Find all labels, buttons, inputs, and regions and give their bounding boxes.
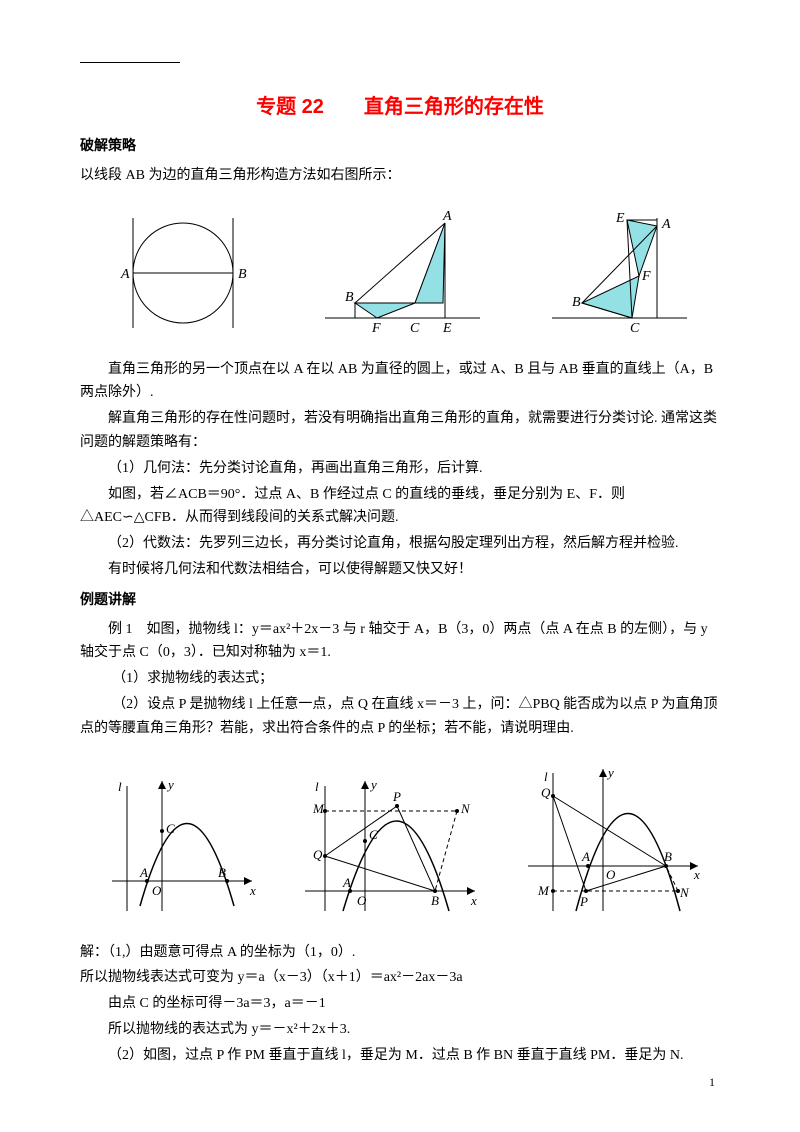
figure-row-1: A B A B F C E [80, 208, 720, 338]
svg-text:A: A [120, 267, 130, 282]
paragraph: 以线段 AB 为边的直角三角形构造方法如右图所示： [80, 164, 720, 188]
svg-text:N: N [679, 885, 690, 900]
svg-text:M: M [312, 801, 325, 816]
svg-text:O: O [152, 883, 162, 898]
svg-text:B: B [431, 893, 439, 908]
svg-text:F: F [641, 269, 651, 284]
paragraph: 所以抛物线表达式可变为 y＝a（x－3）（x＋1）＝ax²－2ax－3a [80, 966, 720, 990]
paragraph: （2）如图，过点 P 作 PM 垂直于直线 l，垂足为 M．过点 B 作 BN … [80, 1044, 720, 1068]
page-number: 1 [709, 1072, 715, 1092]
paragraph: 解直角三角形的存在性问题时，若没有明确指出直角三角形的直角，就需要进行分类讨论.… [80, 407, 720, 455]
svg-text:E: E [442, 321, 452, 336]
svg-text:x: x [249, 883, 256, 898]
svg-text:N: N [460, 801, 471, 816]
parabola-2: l y x O M P N Q C A B [285, 771, 485, 921]
svg-text:P: P [392, 789, 401, 804]
svg-text:C: C [630, 321, 640, 336]
svg-text:x: x [470, 893, 477, 908]
svg-text:A: A [661, 217, 671, 232]
paragraph: 例 1 如图，抛物线 l：y＝ax²＋2x－3 与 r 轴交于 A，B（3，0）… [80, 618, 720, 666]
svg-text:Q: Q [313, 847, 323, 862]
section-example-heading: 例题讲解 [80, 588, 720, 612]
svg-text:C: C [410, 321, 420, 336]
figure-circle-AB: A B [108, 208, 258, 338]
paragraph: 如图，若∠ACB＝90°．过点 A、B 作经过点 C 的直线的垂线，垂足分别为 … [80, 483, 720, 531]
svg-text:y: y [369, 777, 377, 792]
svg-text:C: C [369, 827, 378, 842]
svg-text:B: B [218, 865, 226, 880]
svg-text:O: O [357, 893, 367, 908]
figure-row-2: l y x O A B C [80, 761, 720, 921]
paragraph: 所以抛物线的表达式为 y＝－x²＋2x＋3. [80, 1018, 720, 1042]
parabola-1: l y x O A B C [92, 771, 262, 921]
paragraph: （2）设点 P 是抛物线 l 上任意一点，点 Q 在直线 x＝－3 上，问：△P… [80, 693, 720, 741]
svg-text:A: A [442, 209, 452, 224]
paragraph: （2）代数法：先罗列三边长，再分类讨论直角，根据勾股定理列出方程，然后解方程并检… [80, 532, 720, 556]
svg-text:O: O [606, 867, 616, 882]
svg-text:y: y [606, 765, 614, 780]
svg-text:l: l [315, 779, 319, 794]
figure-similar-right: E A F B C [542, 208, 692, 338]
svg-text:l: l [118, 779, 122, 794]
svg-text:B: B [664, 849, 672, 864]
svg-text:P: P [579, 894, 588, 909]
header-rule [80, 62, 180, 63]
solution-label: 解： [80, 945, 108, 960]
svg-text:y: y [166, 777, 174, 792]
solution-line: 解：（1,）由题意可得点 A 的坐标为（1，0）. [80, 941, 720, 965]
svg-text:A: A [581, 849, 590, 864]
svg-text:F: F [371, 321, 381, 336]
section-strategy-heading: 破解策略 [80, 134, 720, 158]
paragraph: 有时候将几何法和代数法相结合，可以使得解题又快又好！ [80, 558, 720, 582]
doc-title: 专题 22 直角三角形的存在性 [80, 90, 720, 124]
figure-similar-left: A B F C E [315, 208, 485, 338]
svg-text:A: A [139, 865, 148, 880]
svg-text:B: B [345, 290, 354, 305]
paragraph: 由点 C 的坐标可得－3a＝3，a＝－1 [80, 992, 720, 1016]
parabola-3: l y x O Q A B M P N [508, 761, 708, 921]
paragraph: 直角三角形的另一个顶点在以 A 在以 AB 为直径的圆上，或过 A、B 且与 A… [80, 358, 720, 406]
svg-text:B: B [238, 267, 247, 282]
svg-text:x: x [693, 867, 700, 882]
paragraph: （1）几何法：先分类讨论直角，再画出直角三角形，后计算. [80, 457, 720, 481]
svg-text:E: E [615, 211, 625, 226]
svg-text:A: A [342, 875, 351, 890]
svg-text:M: M [537, 883, 550, 898]
paragraph: （1,）由题意可得点 A 的坐标为（1，0）. [108, 945, 355, 960]
paragraph: （1）求抛物线的表达式； [80, 667, 720, 691]
svg-text:C: C [166, 821, 175, 836]
svg-text:l: l [544, 769, 548, 784]
svg-text:Q: Q [541, 785, 551, 800]
svg-text:B: B [572, 295, 581, 310]
